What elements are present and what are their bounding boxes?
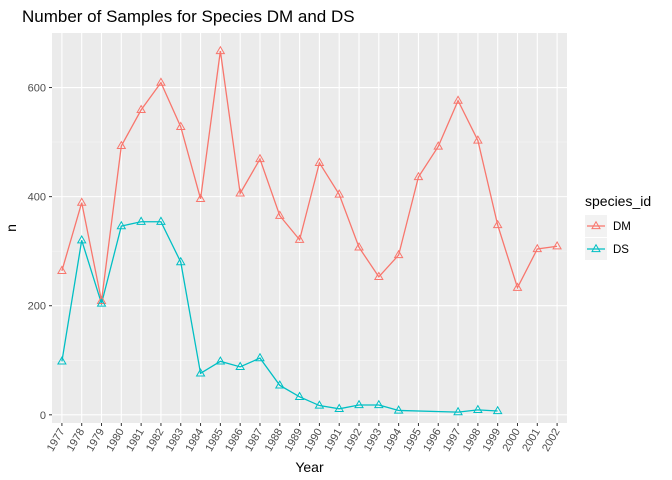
- legend-marker-dm: [591, 220, 601, 230]
- data-point-dm: [453, 95, 463, 104]
- data-point-ds: [76, 234, 87, 244]
- x-tick-label: 1986: [223, 427, 246, 454]
- data-point-dm: [76, 197, 87, 206]
- series-line-ds: [61, 221, 498, 413]
- data-point-dm: [57, 265, 67, 274]
- data-point-dm: [175, 121, 186, 130]
- x-tick-label: 1997: [441, 427, 464, 454]
- x-tick-label: 1992: [342, 427, 365, 454]
- data-point-ds: [453, 406, 463, 416]
- data-point-dm: [215, 45, 226, 55]
- x-tick-label: 1994: [382, 427, 405, 454]
- x-tick-label: 1982: [144, 427, 167, 454]
- data-point-dm: [96, 295, 107, 304]
- x-tick-label: 1987: [243, 427, 266, 454]
- legend-title: species_id: [585, 193, 651, 209]
- data-point-ds: [334, 403, 345, 412]
- data-point-ds: [195, 368, 206, 377]
- data-point-dm: [492, 219, 503, 229]
- data-point-dm: [393, 249, 404, 259]
- data-point-dm: [512, 282, 523, 291]
- x-tick-label: 1995: [401, 427, 424, 454]
- series-line-dm: [61, 50, 558, 301]
- data-point-ds: [215, 356, 226, 365]
- y-axis: 0 200 400 600: [28, 83, 52, 422]
- data-point-dm: [294, 234, 305, 243]
- x-tick-label: 1996: [421, 427, 444, 454]
- grid-lines: [52, 33, 567, 423]
- x-tick-label: 1979: [84, 427, 107, 454]
- x-tick-label: 1993: [362, 427, 385, 454]
- x-tick-label: 1990: [302, 427, 325, 454]
- data-point-ds: [274, 380, 285, 389]
- data-point-dm: [552, 240, 562, 250]
- x-tick-label: 1988: [263, 427, 286, 454]
- x-tick-label: 1983: [164, 427, 187, 454]
- data-point-dm: [413, 171, 424, 181]
- data-point-ds: [492, 405, 503, 415]
- x-tick-label: 1999: [481, 427, 504, 454]
- y-tick-label: 600: [28, 83, 46, 95]
- x-tick-label: 1978: [65, 427, 88, 454]
- y-axis-title: n: [3, 224, 19, 232]
- data-point-dm: [532, 243, 543, 253]
- data-point-dm: [136, 104, 147, 114]
- x-tick-label: 1984: [184, 427, 207, 454]
- data-point-ds: [175, 256, 186, 266]
- x-tick-label: 1980: [104, 427, 127, 454]
- chart-title: Number of Samples for Species DM and DS: [22, 7, 355, 26]
- data-point-dm: [314, 157, 325, 166]
- data-point-ds: [136, 216, 147, 225]
- data-point-ds: [314, 400, 325, 409]
- data-point-dm: [472, 135, 483, 144]
- data-point-dm: [433, 141, 444, 150]
- data-point-dm: [373, 271, 384, 280]
- x-tick-label: 2000: [500, 427, 523, 454]
- y-tick-label: 0: [40, 410, 46, 422]
- data-point-ds: [235, 361, 246, 370]
- x-tick-label: 2001: [520, 427, 543, 454]
- x-tick-label: 1981: [124, 427, 147, 454]
- data-point-dm: [116, 140, 127, 150]
- x-tick-label: 1989: [283, 427, 306, 454]
- data-point-ds: [156, 216, 166, 225]
- x-tick-label: 1977: [45, 427, 68, 454]
- data-point-dm: [195, 193, 206, 202]
- data-point-ds: [393, 405, 404, 414]
- data-point-dm: [334, 189, 345, 198]
- data-point-dm: [274, 210, 285, 219]
- y-tick-label: 400: [28, 192, 46, 204]
- data-point-ds: [472, 404, 483, 414]
- series-lines: [61, 50, 558, 413]
- plot-panel: [52, 33, 567, 423]
- legend-label-ds: DS: [613, 244, 629, 256]
- x-axis-title: Year: [295, 459, 324, 475]
- data-point-ds: [255, 352, 265, 362]
- y-tick-label: 200: [28, 301, 46, 313]
- legend-marker-ds: [591, 243, 601, 253]
- x-tick-label: 2002: [540, 427, 563, 454]
- data-point-ds: [96, 298, 107, 307]
- legend-label-dm: DM: [613, 221, 631, 233]
- legend: species_id DM DS: [585, 193, 651, 260]
- data-point-dm: [255, 153, 265, 163]
- data-point-ds: [373, 399, 384, 409]
- x-tick-label: 1985: [203, 427, 226, 454]
- data-point-ds: [294, 391, 305, 400]
- data-point-ds: [57, 356, 67, 365]
- data-point-dm: [156, 77, 166, 86]
- x-tick-label: 1998: [461, 427, 484, 454]
- x-tick-label: 1991: [322, 427, 345, 454]
- data-point-dm: [235, 188, 246, 197]
- data-point-ds: [354, 399, 364, 409]
- data-point-ds: [116, 220, 127, 230]
- series-markers: [57, 45, 562, 416]
- x-axis: 1977197819791980198119821983198419851986…: [45, 423, 563, 454]
- data-point-dm: [354, 242, 364, 251]
